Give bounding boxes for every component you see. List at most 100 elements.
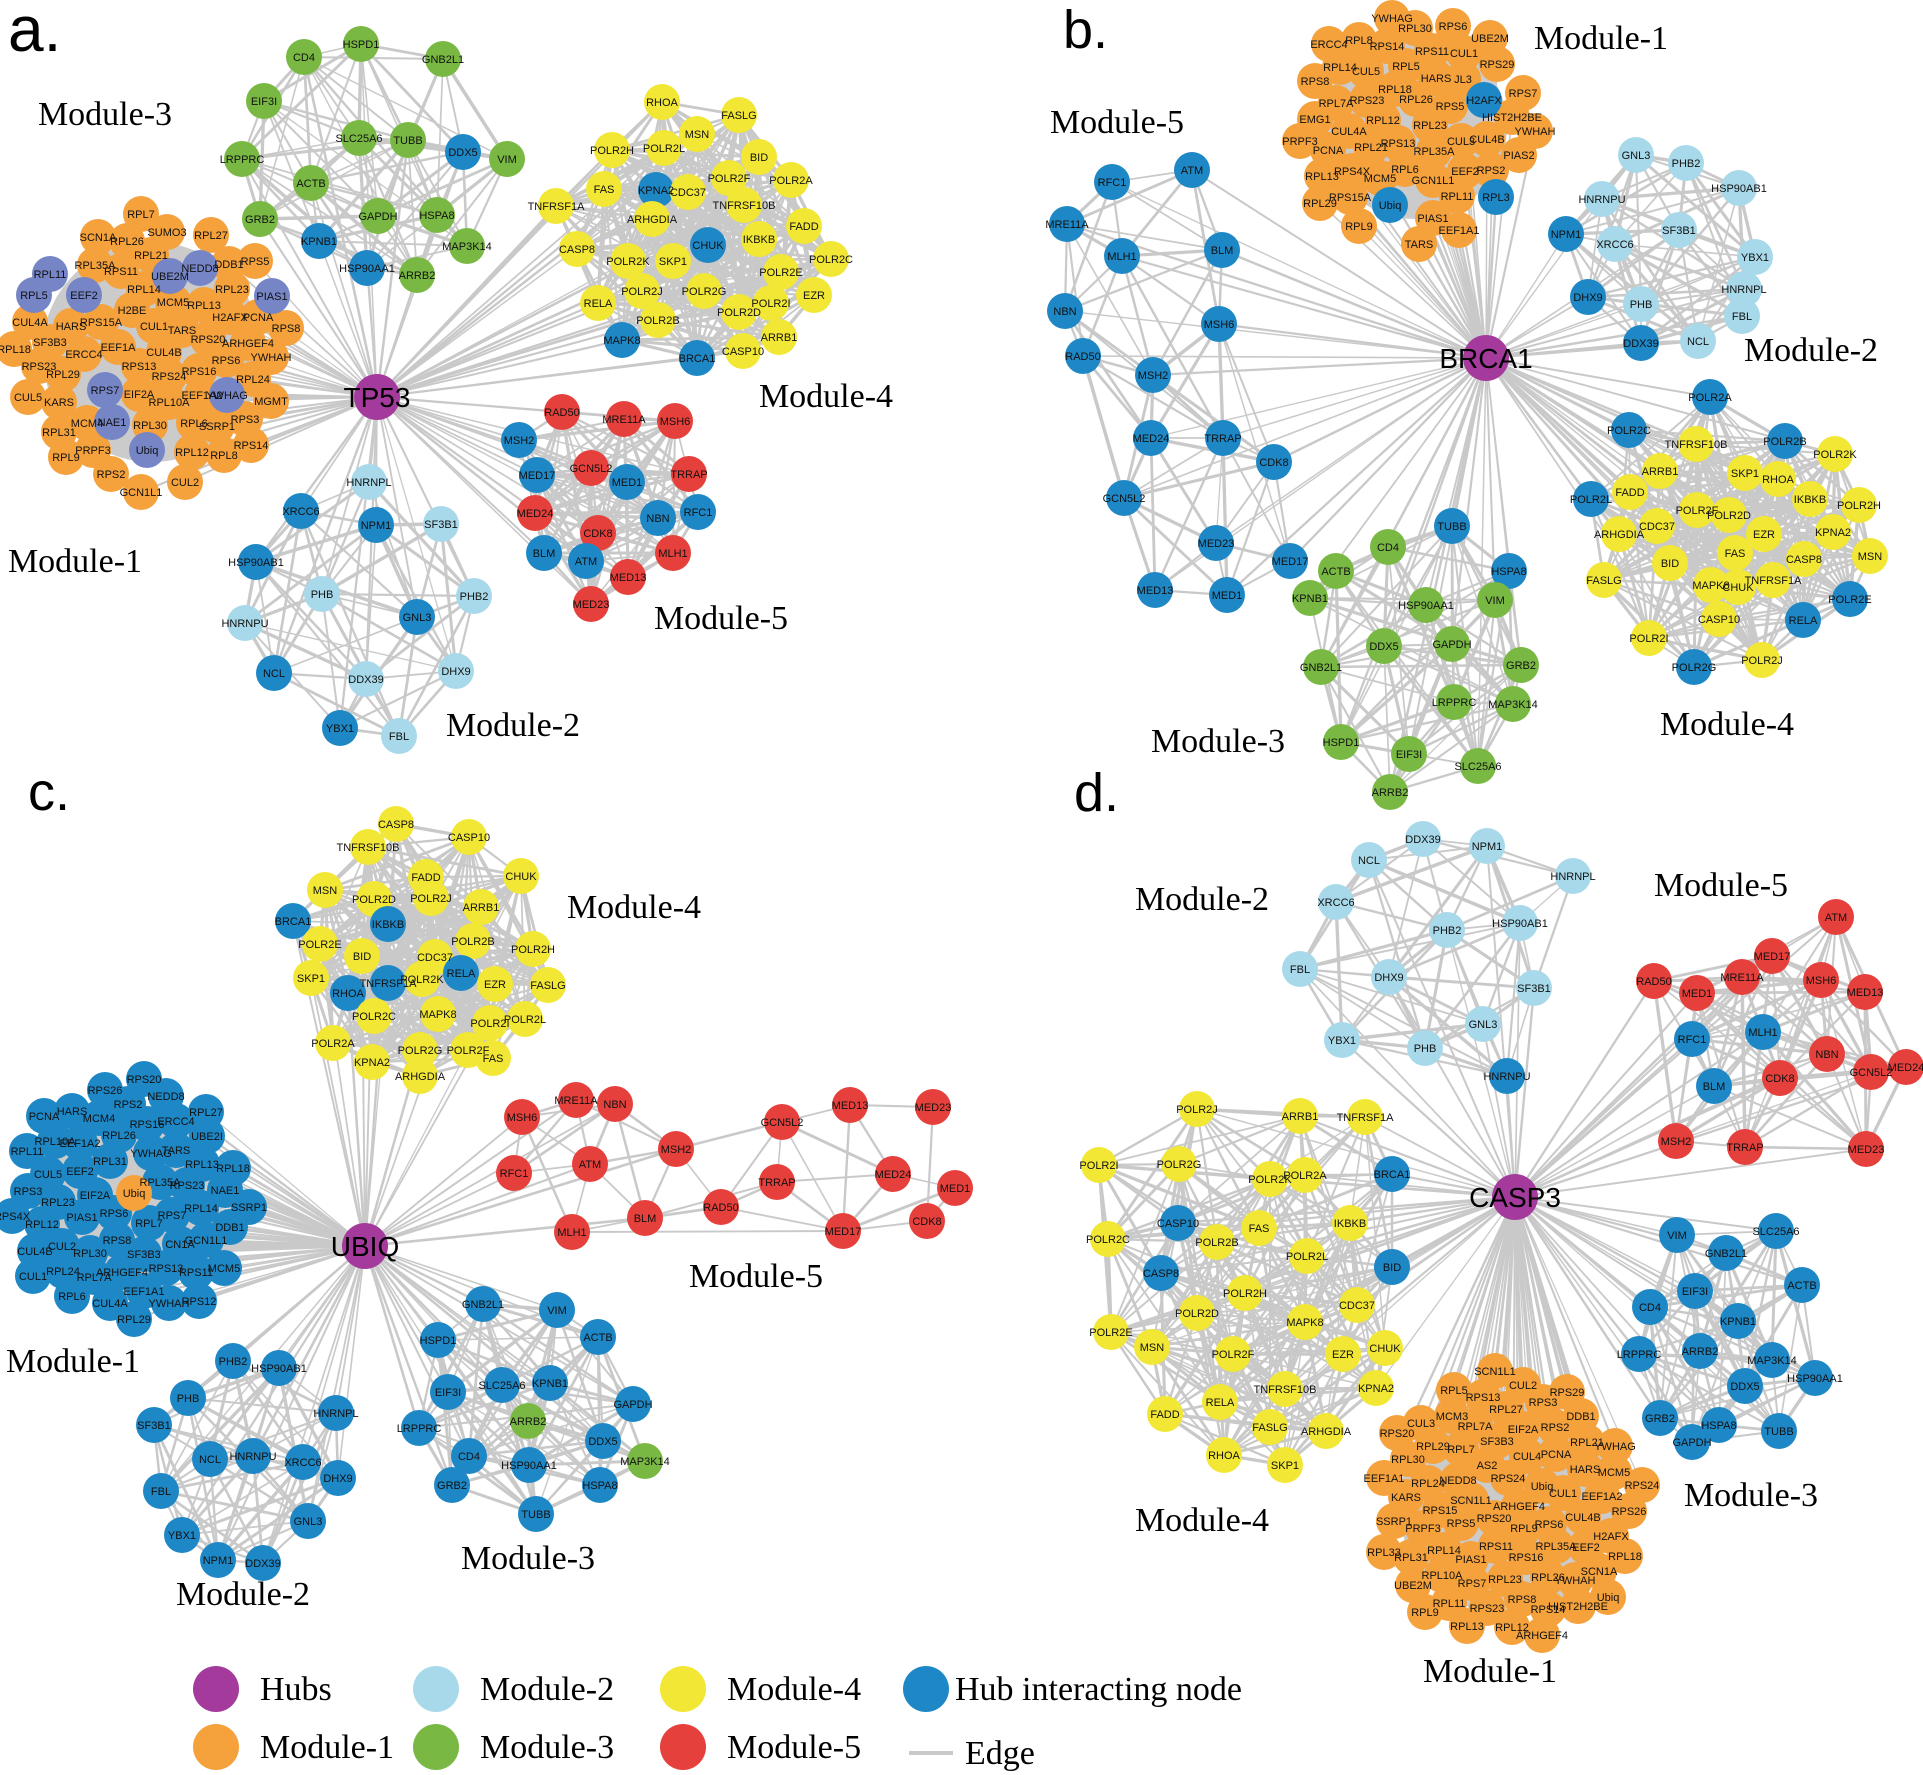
svg-text:RPS7: RPS7 — [158, 1210, 187, 1222]
svg-text:RPS14: RPS14 — [1370, 41, 1405, 53]
svg-text:HSP90AB1: HSP90AB1 — [251, 1363, 307, 1375]
svg-text:RPL26: RPL26 — [102, 1130, 136, 1142]
svg-text:Ubiq: Ubiq — [1597, 1592, 1620, 1604]
svg-text:RPL29: RPL29 — [117, 1314, 151, 1326]
svg-text:NAE1: NAE1 — [211, 1185, 240, 1197]
svg-text:RPS4X: RPS4X — [0, 1211, 31, 1223]
svg-text:ARRB1: ARRB1 — [1642, 466, 1679, 478]
svg-text:Module-3: Module-3 — [1684, 1477, 1818, 1514]
svg-text:RPS29: RPS29 — [1550, 1387, 1585, 1399]
svg-text:ARRB1: ARRB1 — [1282, 1111, 1319, 1123]
svg-text:TP53: TP53 — [344, 382, 411, 413]
svg-text:NBN: NBN — [603, 1099, 626, 1111]
svg-text:DDX5: DDX5 — [588, 1436, 617, 1448]
svg-text:BRCA1: BRCA1 — [275, 916, 312, 928]
svg-text:RPL24: RPL24 — [46, 1266, 80, 1278]
svg-text:SKP1: SKP1 — [659, 256, 687, 268]
svg-text:RFC1: RFC1 — [500, 1168, 529, 1180]
svg-text:RPS7: RPS7 — [1509, 88, 1538, 100]
svg-text:GNL3: GNL3 — [403, 612, 432, 624]
svg-text:RPL13: RPL13 — [185, 1159, 219, 1171]
svg-text:RPL10A: RPL10A — [1422, 1570, 1464, 1582]
svg-text:GRB2: GRB2 — [1645, 1413, 1675, 1425]
svg-text:ARHGDIA: ARHGDIA — [627, 214, 678, 226]
svg-text:PIAS1: PIAS1 — [1455, 1554, 1486, 1566]
svg-text:Module-2: Module-2 — [1135, 881, 1269, 918]
svg-text:EIF3I: EIF3I — [251, 96, 277, 108]
svg-text:HSP90AB1: HSP90AB1 — [1492, 918, 1548, 930]
svg-text:RPS2: RPS2 — [114, 1099, 143, 1111]
svg-text:RPS12: RPS12 — [182, 1296, 217, 1308]
svg-text:GCN5L2: GCN5L2 — [570, 463, 613, 475]
svg-text:POLR2L: POLR2L — [1570, 494, 1612, 506]
svg-text:POLR2L: POLR2L — [643, 143, 685, 155]
svg-text:MED24: MED24 — [1888, 1062, 1923, 1074]
svg-text:YWHAG: YWHAG — [1371, 13, 1413, 25]
svg-text:d.: d. — [1074, 763, 1119, 823]
svg-text:TNFRSF10B: TNFRSF10B — [1254, 1384, 1317, 1396]
svg-text:ARHGEF4: ARHGEF4 — [1493, 1501, 1545, 1513]
svg-text:CUL4A: CUL4A — [1331, 126, 1367, 138]
svg-text:FASLG: FASLG — [530, 980, 565, 992]
svg-text:MSN: MSN — [313, 885, 338, 897]
svg-text:RPS13: RPS13 — [1381, 138, 1416, 150]
svg-text:EEF1A2: EEF1A2 — [1582, 1491, 1623, 1503]
svg-text:VIM: VIM — [1485, 595, 1505, 607]
svg-text:RPS11: RPS11 — [1479, 1541, 1513, 1553]
svg-text:MSN: MSN — [1858, 551, 1883, 563]
svg-text:RPS11: RPS11 — [179, 1267, 213, 1279]
svg-text:IKBKB: IKBKB — [1794, 494, 1826, 506]
svg-text:FADD: FADD — [1150, 1409, 1179, 1421]
svg-text:KARS: KARS — [44, 397, 74, 409]
svg-text:TRRAP: TRRAP — [758, 1177, 795, 1189]
svg-text:XRCC6: XRCC6 — [1596, 239, 1633, 251]
svg-text:BID: BID — [1661, 558, 1679, 570]
svg-text:TUBB: TUBB — [1764, 1426, 1793, 1438]
svg-text:H2BE: H2BE — [118, 305, 147, 317]
svg-text:Module-5: Module-5 — [689, 1258, 823, 1295]
svg-text:Ubiq: Ubiq — [1379, 200, 1402, 212]
svg-text:ACTB: ACTB — [583, 1332, 612, 1344]
svg-text:MSH2: MSH2 — [661, 1144, 692, 1156]
svg-text:MLH1: MLH1 — [658, 548, 687, 560]
svg-text:RPL18: RPL18 — [1608, 1551, 1642, 1563]
svg-text:RPL18: RPL18 — [0, 344, 31, 356]
svg-text:CD4: CD4 — [458, 1451, 480, 1463]
svg-text:RPS7: RPS7 — [1458, 1578, 1487, 1590]
svg-text:POLR2I: POLR2I — [470, 1018, 509, 1030]
svg-text:ERCC4: ERCC4 — [157, 1116, 194, 1128]
svg-text:CUL2: CUL2 — [1509, 1380, 1537, 1392]
svg-text:POLR2I: POLR2I — [1629, 633, 1668, 645]
svg-text:RPS8: RPS8 — [1301, 76, 1330, 88]
svg-text:NBN: NBN — [646, 513, 669, 525]
svg-text:DDX5: DDX5 — [1730, 1381, 1759, 1393]
svg-text:EZR: EZR — [484, 979, 506, 991]
svg-text:EEF1A1: EEF1A1 — [1439, 225, 1480, 237]
svg-text:POLR2K: POLR2K — [1813, 449, 1857, 461]
svg-text:YBX1: YBX1 — [168, 1530, 196, 1542]
svg-text:RPL21: RPL21 — [134, 250, 168, 262]
svg-text:RPS13: RPS13 — [122, 361, 157, 373]
svg-text:MSN: MSN — [685, 129, 710, 141]
svg-text:MCM5: MCM5 — [208, 1263, 240, 1275]
svg-text:RPL27: RPL27 — [1489, 1404, 1523, 1416]
svg-text:Edge: Edge — [965, 1735, 1035, 1772]
svg-text:MSN: MSN — [1140, 1342, 1165, 1354]
svg-text:POLR2I: POLR2I — [751, 298, 790, 310]
svg-text:NEDD8: NEDD8 — [1439, 1475, 1476, 1487]
svg-text:NPM1: NPM1 — [203, 1555, 234, 1567]
svg-text:RPS24: RPS24 — [152, 371, 187, 383]
svg-text:RHOA: RHOA — [332, 988, 364, 1000]
svg-text:RPS11: RPS11 — [1415, 46, 1449, 58]
svg-text:LRPPRC: LRPPRC — [397, 1423, 442, 1435]
svg-text:IKBKB: IKBKB — [372, 919, 404, 931]
svg-text:RPL23: RPL23 — [215, 284, 249, 296]
svg-text:HNRNPU: HNRNPU — [1578, 194, 1625, 206]
svg-text:MED1: MED1 — [612, 477, 643, 489]
svg-text:POLR2F: POLR2F — [1676, 505, 1719, 517]
svg-text:FADD: FADD — [1615, 487, 1644, 499]
svg-text:GCN5L2: GCN5L2 — [1103, 493, 1146, 505]
svg-text:MCM4: MCM4 — [83, 1113, 115, 1125]
svg-text:POLR2D: POLR2D — [352, 894, 396, 906]
svg-text:POLR2G: POLR2G — [1672, 662, 1717, 674]
